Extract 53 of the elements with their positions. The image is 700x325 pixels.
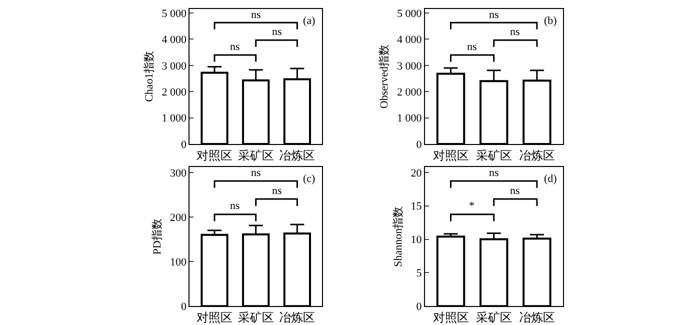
y-tick-label: 200 [170,212,187,224]
y-tick-label: 3 000 [396,60,422,72]
annotation: ns [230,41,240,53]
y-tick-label: 3 000 [162,60,187,72]
annotation: ns [251,9,261,21]
x-tick-label: 采矿区 [238,148,274,162]
y-tick-label: 20 [410,167,422,180]
annotation: ns [251,167,261,179]
y-tick-label: 5 [416,268,422,280]
y-tick-label: 100 [170,256,187,268]
x-tick-label: 对照区 [432,310,469,325]
annotation: (b) [544,15,558,27]
annotation: ns [272,26,282,38]
y-tick-label: 4 000 [162,34,187,46]
x-tick-label: 冶炼区 [279,148,316,162]
annotation: ns [510,185,520,197]
annotation: (d) [544,173,558,185]
x-tick-label: 采矿区 [238,310,274,325]
x-tick-label: 对照区 [196,310,233,325]
y-tick-label: 5 000 [396,8,422,20]
annotation: ns [489,167,499,179]
y-axis-title: Chao1指数 [143,51,156,102]
x-tick-label: 冶炼区 [279,310,316,325]
y-tick-label: 10 [410,234,422,246]
y-tick-label: 2 000 [396,86,422,98]
y-tick-label: 2 000 [162,86,187,98]
y-tick-label: 1 000 [162,112,187,125]
y-axis-title: PD指数 [152,218,164,255]
y-tick-label: 15 [410,200,422,213]
x-tick-label: 采矿区 [476,310,512,325]
y-axis-title: Observed指数 [378,44,391,109]
annotation: ns [272,185,282,197]
annotation: (c) [303,173,316,185]
y-tick-label: 0 [416,301,422,313]
y-tick-label: 0 [181,138,187,151]
x-tick-label: 冶炼区 [518,148,555,162]
annotation: ns [510,26,520,38]
y-tick-label: 1 000 [396,112,422,125]
y-tick-label: 300 [170,167,187,180]
y-tick-label: 0 [416,138,422,151]
annotation: ns [230,200,240,212]
annotation: * [469,200,474,212]
annotation: ns [489,9,499,21]
x-tick-label: 对照区 [432,148,469,162]
x-tick-label: 对照区 [196,148,233,162]
x-tick-label: 冶炼区 [518,310,555,325]
annotation: (a) [303,15,316,27]
y-tick-label: 0 [181,301,187,313]
y-tick-label: 5 000 [162,8,187,20]
annotation: ns [467,41,477,53]
y-tick-label: 4 000 [396,34,422,46]
x-tick-label: 采矿区 [476,148,512,162]
y-axis-title: Shannon指数 [392,206,404,267]
